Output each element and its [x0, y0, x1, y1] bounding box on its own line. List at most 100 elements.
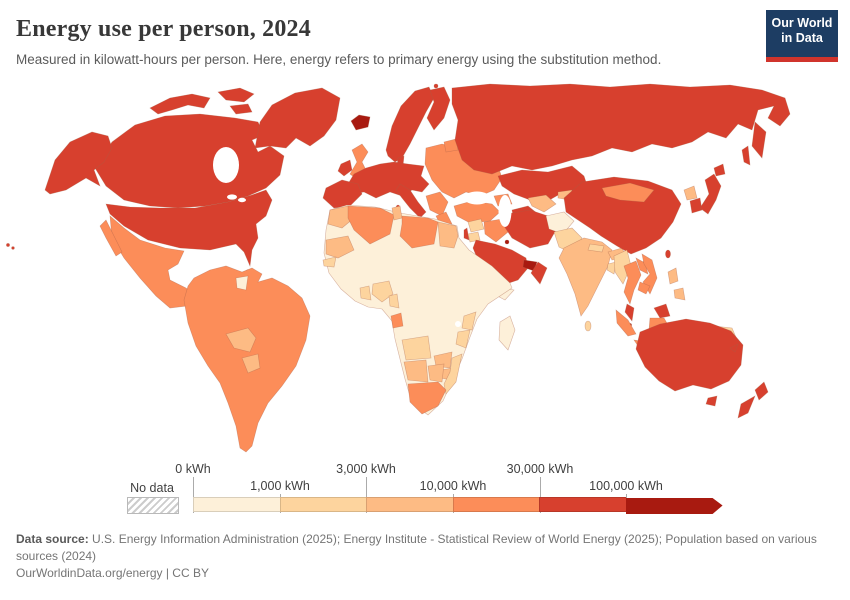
country-australia[interactable] [635, 318, 744, 392]
country-thailand[interactable] [623, 260, 642, 305]
country-laos[interactable] [635, 257, 649, 275]
data-source-note: Data source: U.S. Energy Information Adm… [16, 531, 836, 564]
legend-no-data-swatch[interactable] [127, 497, 179, 514]
country-bangladesh[interactable] [606, 261, 617, 275]
country-morocco[interactable] [327, 205, 355, 229]
country-philippines-luzon[interactable] [667, 267, 679, 285]
country-united-states-hawaii-2[interactable] [11, 246, 15, 250]
country-indonesia-sumatra[interactable] [615, 309, 637, 337]
country-mauritania[interactable] [325, 235, 355, 259]
legend-bin-4[interactable] [452, 497, 540, 512]
country-israel[interactable] [463, 227, 470, 241]
data-source-label: Data source: [16, 532, 89, 546]
page-subtitle: Measured in kilowatt-hours per person. H… [16, 52, 662, 67]
country-south-korea[interactable] [689, 197, 703, 214]
country-egypt[interactable] [437, 221, 459, 249]
country-new-zealand-south[interactable] [737, 395, 756, 419]
country-norway-sweden[interactable] [385, 86, 435, 163]
country-estonia-baltics[interactable] [443, 138, 459, 153]
hudson-bay [213, 147, 239, 183]
region-balkans[interactable] [425, 191, 449, 217]
great-lakes [227, 194, 237, 200]
country-sri-lanka[interactable] [584, 320, 592, 332]
country-afghanistan[interactable] [545, 211, 575, 235]
country-kenya[interactable] [461, 311, 477, 331]
country-algeria[interactable] [347, 205, 395, 245]
country-australia-tasmania[interactable] [705, 395, 718, 407]
country-taiwan[interactable] [665, 249, 671, 259]
legend-bin-2[interactable] [279, 497, 367, 512]
country-tunisia[interactable] [391, 205, 403, 221]
legend-tick-3000: 3,000 kWh [336, 462, 396, 476]
country-zambia[interactable] [433, 351, 453, 369]
country-namibia[interactable] [403, 359, 429, 383]
country-ireland[interactable] [337, 159, 353, 177]
country-nepal[interactable] [587, 243, 605, 253]
country-new-zealand-north[interactable] [754, 381, 769, 401]
country-japan-hokkaido[interactable] [713, 163, 726, 177]
country-new-caledonia[interactable] [729, 343, 739, 353]
country-senegal[interactable] [322, 256, 337, 268]
country-united-states-hawaii-1[interactable] [6, 243, 10, 247]
country-malaysia-peninsula[interactable] [624, 303, 635, 322]
license-link[interactable]: OurWorldinData.org/energy | CC BY [16, 566, 209, 580]
country-china[interactable] [563, 176, 682, 255]
country-canada[interactable] [94, 113, 285, 209]
legend-tickmark-3000 [366, 477, 367, 513]
country-canada-arctic-2[interactable] [217, 87, 255, 103]
country-united-states-alaska[interactable] [44, 131, 113, 195]
country-madagascar[interactable] [498, 315, 516, 351]
country-kuwait[interactable] [504, 239, 510, 245]
country-paraguay[interactable] [241, 353, 261, 374]
owid-logo-line1: Our World [771, 16, 833, 30]
country-russia-kamchatka[interactable] [751, 121, 767, 159]
country-mozambique[interactable] [443, 353, 463, 395]
country-japan[interactable] [699, 173, 722, 215]
legend-tick-10000: 10,000 kWh [419, 479, 487, 493]
country-philippines-mindanao[interactable] [673, 287, 686, 301]
country-canada-arctic-3[interactable] [229, 103, 253, 115]
legend-bin-1[interactable] [193, 497, 280, 512]
country-india[interactable] [558, 237, 613, 317]
region-western-europe[interactable] [347, 161, 430, 199]
country-iceland[interactable] [350, 114, 371, 131]
country-norway-svalbard[interactable] [433, 83, 439, 89]
country-mongolia[interactable] [601, 182, 655, 203]
country-tanzania[interactable] [455, 329, 471, 349]
legend-tick-30000: 30,000 kWh [506, 462, 574, 476]
country-jordan[interactable] [467, 231, 481, 243]
country-iran[interactable] [503, 209, 557, 249]
country-cameroon[interactable] [388, 293, 400, 309]
country-suriname[interactable] [235, 275, 249, 291]
country-north-korea[interactable] [683, 185, 698, 201]
country-cambodia[interactable] [637, 281, 651, 295]
country-libya[interactable] [399, 215, 439, 249]
country-botswana[interactable] [427, 363, 445, 383]
country-united-states[interactable] [105, 189, 273, 268]
country-gabon[interactable] [390, 312, 404, 329]
country-canada-arctic-1[interactable] [149, 93, 211, 115]
country-russia-sakhalin[interactable] [741, 145, 751, 166]
country-spain[interactable] [322, 179, 363, 209]
country-mexico-baja[interactable] [99, 219, 123, 257]
legend-tickmark-0 [193, 477, 194, 513]
country-uzbekistan[interactable] [527, 194, 557, 213]
country-nigeria[interactable] [371, 280, 394, 303]
country-oman[interactable] [530, 261, 548, 285]
legend-bin-5[interactable] [539, 497, 626, 512]
legend-bin-6-arrow[interactable] [626, 497, 723, 514]
legend-tick-100000: 100,000 kWh [589, 479, 663, 493]
country-syria[interactable] [467, 218, 485, 233]
country-mexico[interactable] [109, 215, 196, 309]
country-malaysia-borneo[interactable] [653, 303, 671, 319]
owid-logo[interactable]: Our World in Data [766, 10, 838, 62]
country-angola[interactable] [401, 335, 432, 361]
legend-tickmark-30000 [540, 477, 541, 513]
country-south-africa[interactable] [407, 381, 447, 415]
legend-bin-3[interactable] [366, 497, 453, 512]
country-ghana[interactable] [359, 285, 372, 301]
country-bolivia[interactable] [225, 327, 257, 353]
country-greenland[interactable] [254, 87, 341, 149]
country-russia[interactable] [451, 83, 791, 175]
country-finland[interactable] [426, 86, 451, 131]
